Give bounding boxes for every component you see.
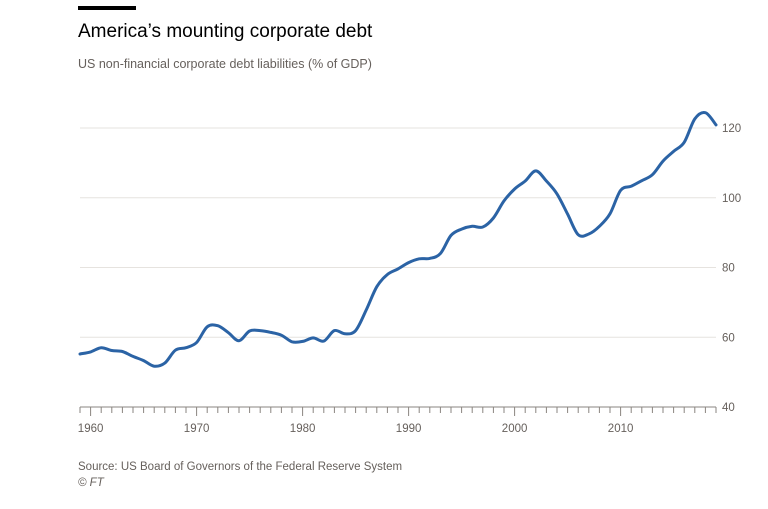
series-line-debt: [78, 110, 718, 368]
title-accent-bar: [78, 6, 136, 10]
y-tick-label: 80: [722, 263, 735, 275]
chart-title: America’s mounting corporate debt: [78, 21, 373, 42]
credit-note: © FT: [78, 477, 104, 489]
y-tick-label: 60: [722, 332, 735, 344]
x-tick-label: 1980: [290, 423, 316, 435]
chart-footer: Source: US Board of Governors of the Fed…: [78, 459, 402, 491]
y-tick-label: 120: [722, 123, 741, 135]
x-tick-label: 1990: [396, 423, 422, 435]
x-tick-label: 2000: [502, 423, 528, 435]
chart-subtitle: US non-financial corporate debt liabilit…: [78, 57, 372, 71]
source-note: Source: US Board of Governors of the Fed…: [78, 461, 403, 473]
y-tick-label: 40: [722, 402, 735, 414]
x-tick-label: 2010: [608, 423, 634, 435]
y-tick-label: 100: [722, 193, 741, 205]
x-tick-label: 1970: [184, 423, 210, 435]
x-tick-label: 1960: [78, 423, 104, 435]
